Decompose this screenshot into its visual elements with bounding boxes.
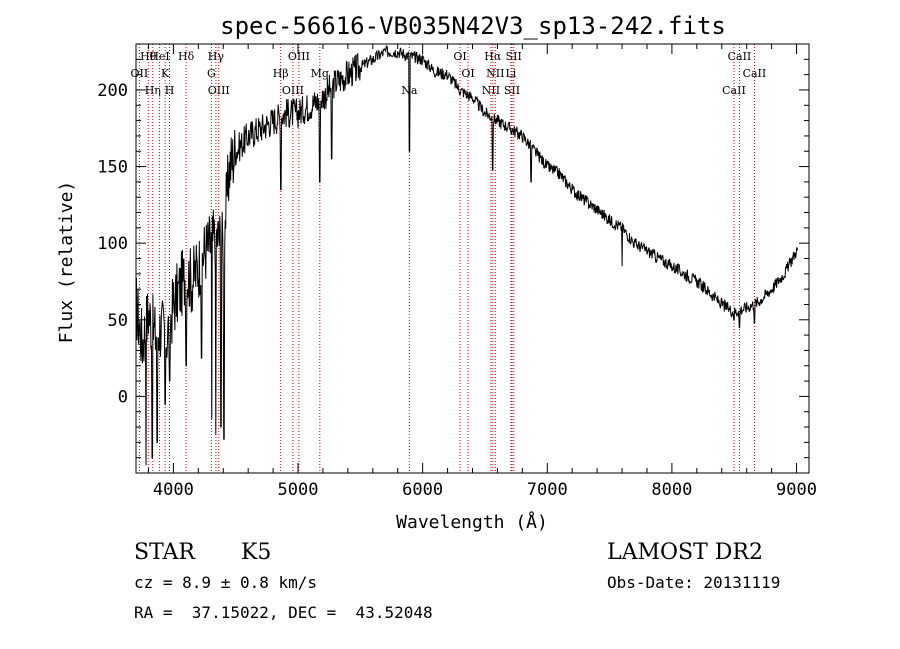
spectral-line-label: Li bbox=[505, 67, 516, 80]
x-tick-label: 5000 bbox=[278, 480, 319, 500]
spectral-line-label: SII bbox=[504, 84, 520, 97]
spectral-line-label: OI bbox=[461, 67, 474, 80]
y-tick-label: 200 bbox=[97, 81, 128, 101]
spectral-line-label: OI bbox=[453, 50, 466, 63]
x-axis-label: Wavelength (Å) bbox=[396, 511, 548, 533]
spectral-line-label: G bbox=[207, 67, 216, 80]
x-tick-label: 7000 bbox=[527, 480, 568, 500]
spectral-line-label: HeI bbox=[149, 50, 169, 63]
spectral-line-label: H bbox=[165, 84, 175, 97]
spectral-line-label: Hβ bbox=[273, 67, 289, 80]
survey-name: LAMOST DR2 bbox=[607, 540, 763, 565]
x-tick-label: 8000 bbox=[651, 480, 692, 500]
spectral-line-label: K bbox=[161, 67, 170, 80]
spectral-line-markers: HθOIIHηHeIKHHδGOIIIHγHβOIIIOIIIMgNaOIOIN… bbox=[131, 44, 767, 473]
obs-date: Obs-Date: 20131119 bbox=[607, 573, 781, 592]
spectral-line-label: OII bbox=[131, 67, 149, 80]
spectral-line-label: Hα bbox=[484, 50, 502, 63]
x-tick-label: 9000 bbox=[776, 480, 817, 500]
redshift-cz: cz = 8.9 ± 0.8 km/s bbox=[134, 573, 318, 592]
spectral-line-label: OIII bbox=[288, 50, 310, 63]
y-tick-label: 0 bbox=[118, 387, 128, 407]
spectral-line-label: NII bbox=[486, 67, 504, 80]
spectral-line-label: CaII bbox=[722, 84, 746, 97]
spectral-line-label: Mg bbox=[311, 67, 329, 80]
axis-ticks: 4000 5000 6000 7000 8000 9000 0 50 100 150 200 bbox=[97, 44, 817, 500]
chart-title: spec-56616-VB035N42V3_sp13-242.fits bbox=[220, 12, 726, 40]
spectral-line-label: OIII bbox=[208, 84, 230, 97]
spectral-line-label: SII bbox=[506, 50, 522, 63]
object-subclass: K5 bbox=[241, 540, 272, 565]
spectral-line-label: NII bbox=[482, 84, 500, 97]
object-type: STAR bbox=[134, 540, 195, 565]
spectral-line-label: OIII bbox=[282, 84, 304, 97]
ra-dec-coords: RA = 37.15022, DEC = 43.52048 bbox=[134, 603, 433, 622]
x-tick-label: 6000 bbox=[402, 480, 443, 500]
spectral-line-label: CaII bbox=[728, 50, 752, 63]
spectral-line-label: CaII bbox=[743, 67, 767, 80]
spectral-line-label: Hδ bbox=[178, 50, 195, 63]
plot-frame bbox=[135, 43, 810, 474]
x-tick-label: 4000 bbox=[153, 480, 194, 500]
y-axis-label: Flux (relative) bbox=[56, 181, 77, 344]
spectrum-series bbox=[135, 45, 798, 466]
y-tick-label: 50 bbox=[108, 311, 128, 331]
spectral-line-label: Hγ bbox=[208, 50, 225, 63]
y-tick-label: 100 bbox=[97, 234, 128, 254]
spectral-line-label: Hη bbox=[145, 84, 161, 97]
y-tick-label: 150 bbox=[97, 158, 128, 178]
